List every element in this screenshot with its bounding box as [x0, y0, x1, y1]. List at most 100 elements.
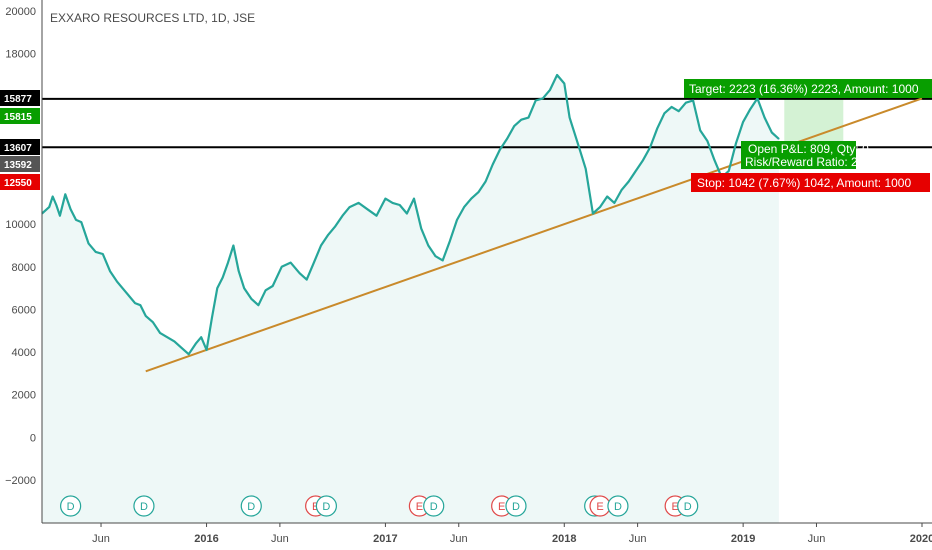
price-point	[238, 270, 240, 272]
price-point	[180, 347, 183, 349]
y-tick-label: 6000	[12, 304, 36, 316]
price-point	[299, 272, 301, 274]
y-tick-label: 10000	[5, 219, 36, 231]
price-point	[59, 215, 61, 217]
price-point	[592, 212, 594, 215]
risk-reward-label: Risk/Reward Ratio: 2.13	[745, 155, 875, 169]
price-tags: 15877 15815 13607 13592 12550	[0, 90, 40, 190]
pnl-label-box	[741, 141, 856, 169]
price-point	[685, 102, 687, 104]
price-point	[145, 315, 147, 317]
position-labels: Target: 2223 (16.36%) 2223, Amount: 1000…	[684, 79, 932, 192]
price-point	[243, 287, 245, 289]
price-point	[470, 198, 472, 200]
price-tag-label: 12550	[4, 178, 32, 189]
target-zone	[784, 98, 844, 148]
price-tag-label: 13607	[4, 143, 32, 154]
price-point	[678, 110, 680, 112]
price-point	[64, 193, 66, 195]
price-area-fill	[42, 75, 779, 523]
price-point	[463, 206, 465, 208]
x-tick-label: 2018	[552, 533, 576, 545]
y-tick-label: 18000	[5, 49, 36, 61]
price-point	[692, 99, 694, 102]
x-tick-label: 2017	[373, 533, 397, 545]
dividend-marker	[423, 495, 445, 517]
price-point	[535, 99, 537, 102]
price-point	[542, 97, 544, 99]
price-point	[95, 251, 97, 253]
price-point	[513, 125, 515, 127]
x-tick-label: 2016	[194, 533, 218, 545]
dividend-marker-label: D	[322, 501, 330, 513]
x-tick-label: 2020	[910, 533, 932, 545]
price-point	[628, 180, 630, 183]
price-point	[375, 215, 378, 217]
dividend-marker	[505, 495, 527, 517]
chart-title: EXXARO RESOURCES LTD, 1D, JSE	[50, 11, 255, 25]
price-tag-box	[0, 139, 40, 155]
price-point	[290, 262, 292, 264]
x-tick-label: Jun	[92, 533, 110, 545]
price-point	[492, 163, 494, 166]
price-tag-box	[0, 90, 40, 106]
price-point	[265, 289, 267, 291]
event-markers[interactable]: DDDEDEDEDDEDED	[60, 495, 699, 517]
earnings-marker-label: E	[416, 501, 423, 513]
y-tick-label: 8000	[12, 262, 36, 274]
price-point	[109, 270, 111, 272]
dividend-marker-label: D	[684, 501, 692, 513]
price-point	[55, 204, 57, 206]
price-point	[87, 242, 90, 244]
price-point	[227, 262, 229, 264]
stop-label: Stop: 1042 (7.67%) 1042, Amount: 1000	[697, 176, 911, 190]
price-point	[349, 206, 351, 208]
price-point	[366, 208, 369, 210]
axes-layer	[41, 0, 932, 524]
stop-label-box	[691, 173, 930, 192]
price-tag-label: 13592	[4, 160, 32, 171]
price-point	[75, 219, 77, 221]
price-point	[663, 112, 666, 114]
price-point	[211, 317, 213, 319]
price-point	[771, 131, 773, 134]
price-point	[188, 353, 190, 355]
price-point	[152, 321, 154, 323]
price-point	[222, 276, 224, 279]
price-point	[742, 121, 744, 123]
price-point	[706, 140, 709, 142]
price-tag-box	[0, 156, 40, 172]
pnl-label: Open P&L: 809, Qty: 0	[748, 142, 869, 156]
price-line-layer	[41, 73, 780, 356]
price-point	[70, 208, 72, 210]
earnings-marker-label: E	[498, 501, 505, 513]
dividend-marker-label: D	[430, 501, 438, 513]
price-point	[735, 142, 737, 144]
price-point	[620, 189, 623, 191]
price-point	[427, 244, 429, 247]
price-point	[159, 332, 161, 334]
price-point	[585, 168, 587, 170]
price-point	[102, 253, 104, 255]
price-point	[477, 191, 479, 193]
price-point	[569, 117, 571, 119]
price-point	[442, 259, 444, 261]
price-point	[527, 117, 530, 119]
price-point	[606, 195, 608, 198]
position-zone-layer	[784, 98, 844, 148]
price-point	[642, 159, 644, 161]
price-point	[671, 106, 673, 108]
price-point	[327, 234, 329, 236]
price-point	[195, 343, 197, 345]
y-tick-label: 20000	[5, 6, 36, 18]
price-point	[413, 198, 415, 200]
target-label-box	[684, 79, 932, 98]
price-point	[713, 159, 716, 161]
x-tick-label: Jun	[450, 533, 468, 545]
price-point	[549, 89, 551, 91]
dividend-marker	[133, 495, 155, 517]
price-point	[420, 227, 422, 229]
price-point	[499, 149, 501, 151]
